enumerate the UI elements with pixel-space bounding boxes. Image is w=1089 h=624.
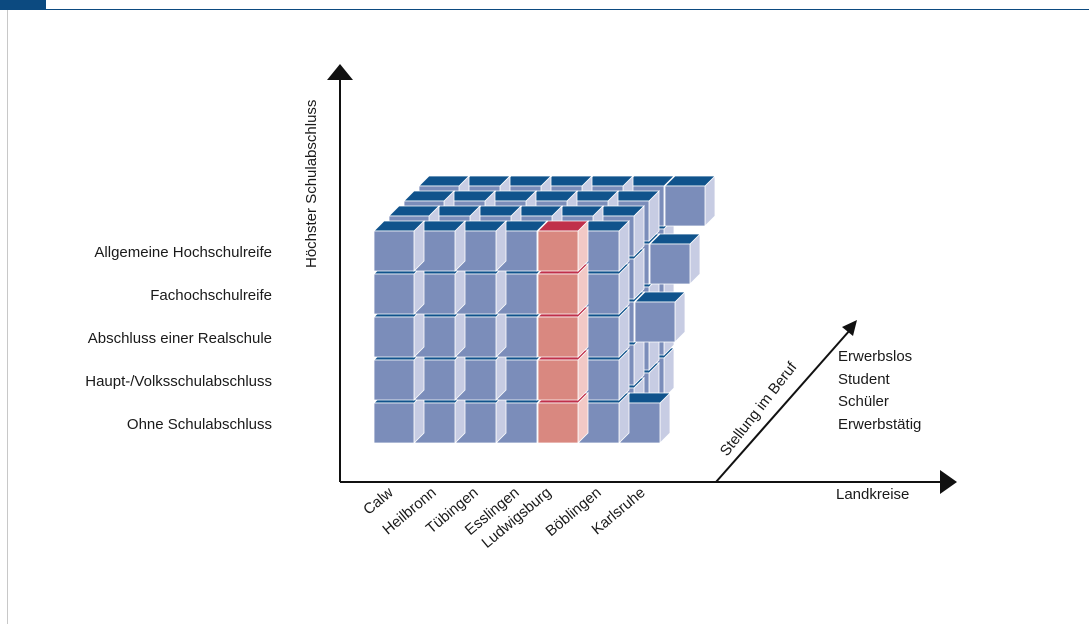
z-axis-line bbox=[715, 329, 851, 483]
cube-front-face bbox=[373, 402, 415, 444]
y-axis-title: Höchster Schulabschluss bbox=[303, 100, 320, 268]
left-frame-rule bbox=[7, 10, 8, 624]
cube-front-face bbox=[373, 273, 415, 315]
x-category-label: Calw bbox=[360, 484, 397, 519]
x-axis-arrow bbox=[940, 470, 957, 494]
cube-front-face bbox=[373, 230, 415, 272]
z-axis-arrow bbox=[842, 320, 857, 336]
y-level-label: Haupt-/Volksschulabschluss bbox=[85, 373, 272, 390]
top-frame-tab bbox=[0, 0, 46, 10]
top-frame-rule bbox=[46, 9, 1089, 10]
z-category-label: Student bbox=[838, 371, 891, 388]
cube-front-face bbox=[537, 273, 579, 315]
x-axis-title: Landkreise bbox=[836, 486, 909, 503]
axes bbox=[327, 64, 957, 494]
cube-front-face bbox=[664, 185, 706, 227]
cube-grid bbox=[373, 175, 716, 444]
cube-front-face bbox=[537, 402, 579, 444]
top-frame bbox=[0, 0, 1089, 10]
y-level-label: Allgemeine Hochschulreife bbox=[94, 244, 272, 261]
z-category-label: Erwerbstätig bbox=[838, 416, 921, 433]
cube-front-face bbox=[537, 230, 579, 272]
cube-front-face bbox=[634, 301, 676, 343]
z-category-label: Schüler bbox=[838, 393, 889, 410]
y-axis-arrow bbox=[327, 64, 353, 80]
cube-front-face bbox=[373, 316, 415, 358]
z-category-label: Erwerbslos bbox=[838, 348, 912, 365]
cube-front-face bbox=[537, 359, 579, 401]
y-level-label: Abschluss einer Realschule bbox=[88, 330, 272, 347]
cube-front-face bbox=[373, 359, 415, 401]
cube-front-face bbox=[649, 243, 691, 285]
z-axis-title: Stellung im Beruf bbox=[717, 358, 801, 459]
cube-front-face bbox=[537, 316, 579, 358]
y-level-label: Ohne Schulabschluss bbox=[127, 416, 272, 433]
y-level-label: Fachochschulreife bbox=[150, 287, 272, 304]
